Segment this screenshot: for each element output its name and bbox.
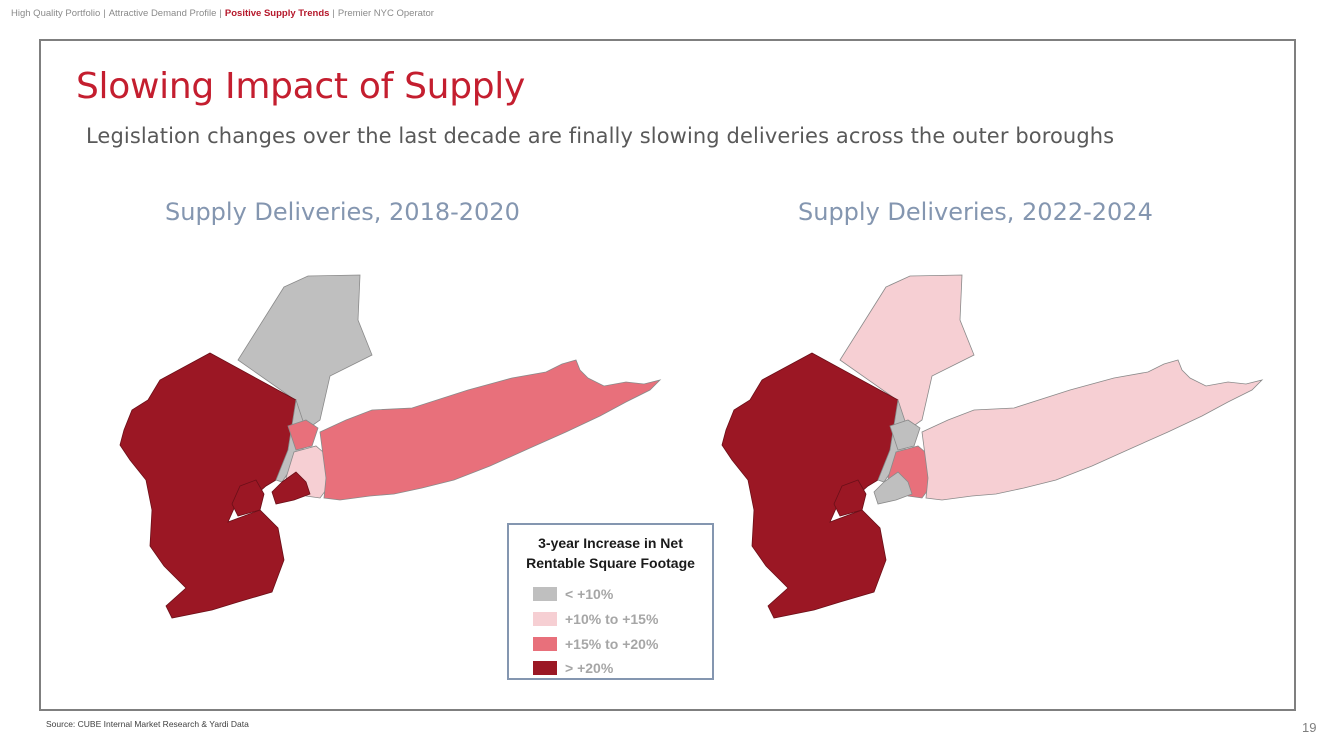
region-brooklyn [873,471,913,505]
legend-swatch [533,587,557,601]
breadcrumb-item: High Quality Portfolio [11,8,101,19]
region-bronx [287,419,319,451]
region-northern-county [839,274,975,431]
breadcrumb-separator: | [332,8,335,19]
region-new-jersey [721,352,899,619]
page-number: 19 [1302,720,1317,735]
breadcrumb-separator: | [103,8,106,19]
legend-label: > +20% [565,660,614,676]
legend-swatch [533,661,557,675]
legend-item-15to20: +15% to +20% [533,636,658,652]
map-title-2018-2020: Supply Deliveries, 2018-2020 [165,198,520,226]
legend-swatch [533,612,557,626]
breadcrumb-bar: High Quality Portfolio | Attractive Demand… [11,8,434,19]
breadcrumb-item: Attractive Demand Profile [108,8,217,19]
region-bronx [889,419,921,451]
region-brooklyn [271,471,311,505]
legend-label: +10% to +15% [565,611,659,627]
region-staten-island [833,479,867,517]
region-new-jersey [119,352,297,619]
breadcrumb-item: Premier NYC Operator [337,8,434,19]
legend-label: +15% to +20% [565,636,659,652]
supply-map-2018-2020 [119,274,662,619]
legend-item-gt20: > +20% [533,660,613,676]
breadcrumb-separator: | [219,8,222,19]
supply-map-2022-2024 [721,274,1264,619]
legend-item-10to15: +10% to +15% [533,611,658,627]
legend-swatch [533,637,557,651]
slide-frame [39,39,1296,711]
region-long-island [319,359,662,501]
map-title-2022-2024: Supply Deliveries, 2022-2024 [798,198,1153,226]
source-note: Source: CUBE Internal Market Research & … [46,719,249,729]
region-staten-island [231,479,265,517]
region-long-island [921,359,1264,501]
legend-label: < +10% [565,586,614,602]
breadcrumb-item-active: Positive Supply Trends [224,8,330,19]
legend-title: 3-year Increase in Net Rentable Square F… [526,535,695,571]
region-northern-county [237,274,373,431]
page-title: Slowing Impact of Supply [76,66,526,107]
page-subtitle: Legislation changes over the last decade… [86,124,1115,148]
legend-item-lt10: < +10% [533,586,613,602]
map-legend: 3-year Increase in Net Rentable Square F… [507,523,714,680]
